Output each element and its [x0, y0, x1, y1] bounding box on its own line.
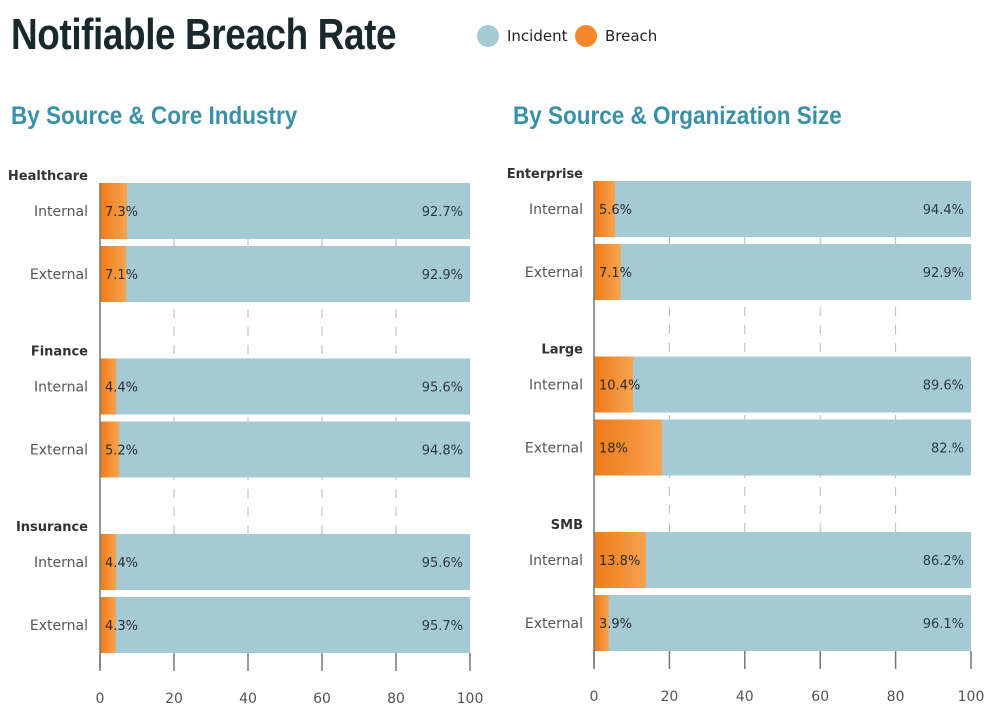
breach-value-label: 3.9% [599, 617, 632, 632]
legend-breach-label: Breach [605, 27, 658, 45]
legend-incident: Incident [477, 25, 567, 47]
incident-bar [100, 597, 470, 653]
incident-value-label: 95.7% [422, 619, 463, 634]
row-label: Internal [34, 380, 88, 396]
incident-bar [100, 183, 470, 239]
breach-bar [594, 532, 647, 588]
incident-bar [594, 356, 971, 413]
row-label: External [525, 441, 583, 457]
x-tick-label: 20 [660, 689, 678, 705]
breach-value-label: 10.4% [599, 379, 640, 394]
breach-bar [594, 419, 662, 476]
breach-bar [594, 356, 634, 413]
x-tick-label: 40 [239, 691, 257, 707]
row-label: Internal [34, 555, 88, 571]
x-tick-label: 0 [590, 689, 599, 705]
breach-value-label: 5.6% [599, 203, 632, 218]
group-label: Large [541, 343, 583, 358]
breach-value-label: 7.1% [599, 266, 632, 281]
incident-value-label: 94.8% [422, 444, 463, 459]
x-tick-label: 60 [811, 689, 829, 705]
row-label: External [30, 267, 88, 283]
incident-value-label: 82.% [931, 442, 964, 457]
legend-breach: Breach [575, 25, 657, 47]
group-label: Insurance [16, 520, 88, 535]
incident-value-label: 94.4% [923, 203, 964, 218]
incident-swatch-icon [477, 25, 499, 47]
incident-bar [100, 358, 470, 415]
breach-value-label: 7.1% [105, 268, 138, 283]
x-tick-label: 20 [165, 691, 183, 707]
breach-value-label: 5.2% [105, 444, 138, 459]
incident-bar [100, 246, 470, 302]
breach-bar [100, 421, 120, 478]
x-tick-label: 100 [457, 691, 484, 707]
breach-bar [594, 595, 609, 651]
incident-value-label: 89.6% [923, 379, 964, 394]
breach-bar [100, 183, 128, 239]
incident-bar [100, 534, 470, 590]
breach-value-label: 18% [599, 442, 628, 457]
x-tick-label: 0 [96, 691, 105, 707]
chart-title-org-size: By Source & Organization Size [513, 102, 842, 130]
breach-bar [100, 246, 127, 302]
x-tick-label: 80 [387, 691, 405, 707]
row-label: External [30, 618, 88, 634]
x-tick-label: 60 [313, 691, 331, 707]
x-tick-label: 100 [958, 689, 985, 705]
row-label: Internal [529, 553, 583, 569]
incident-value-label: 95.6% [422, 556, 463, 571]
incident-value-label: 95.6% [422, 381, 463, 396]
breach-value-label: 4.3% [105, 619, 138, 634]
breach-swatch-icon [575, 25, 597, 47]
x-tick-label: 80 [887, 689, 905, 705]
breach-bar [100, 597, 116, 653]
breach-value-label: 4.4% [105, 556, 138, 571]
breach-bar [594, 244, 621, 300]
incident-bar [594, 532, 971, 588]
breach-value-label: 13.8% [599, 554, 640, 569]
chart-title-industry: By Source & Core Industry [11, 102, 298, 130]
x-tick-label: 40 [736, 689, 754, 705]
incident-value-label: 96.1% [923, 617, 964, 632]
row-label: External [525, 265, 583, 281]
incident-bar [100, 421, 470, 478]
row-label: External [525, 616, 583, 632]
group-label: SMB [551, 518, 583, 533]
incident-value-label: 92.9% [422, 268, 463, 283]
breach-bar [100, 534, 117, 590]
breach-value-label: 7.3% [105, 205, 138, 220]
incident-value-label: 92.9% [923, 266, 964, 281]
row-label: External [30, 443, 88, 459]
incident-bar [594, 244, 971, 300]
group-label: Finance [31, 345, 88, 360]
incident-value-label: 86.2% [923, 554, 964, 569]
group-label: Enterprise [507, 167, 583, 182]
row-label: Internal [529, 378, 583, 394]
incident-bar [594, 181, 971, 237]
breach-value-label: 4.4% [105, 381, 138, 396]
legend-incident-label: Incident [507, 27, 568, 45]
row-label: Internal [34, 204, 88, 220]
group-label: Healthcare [8, 169, 88, 184]
page-title: Notifiable Breach Rate [11, 10, 397, 59]
row-label: Internal [529, 202, 583, 218]
breach-bar [594, 181, 616, 237]
incident-bar [594, 595, 971, 651]
breach-bar [100, 358, 117, 415]
incident-value-label: 92.7% [422, 205, 463, 220]
